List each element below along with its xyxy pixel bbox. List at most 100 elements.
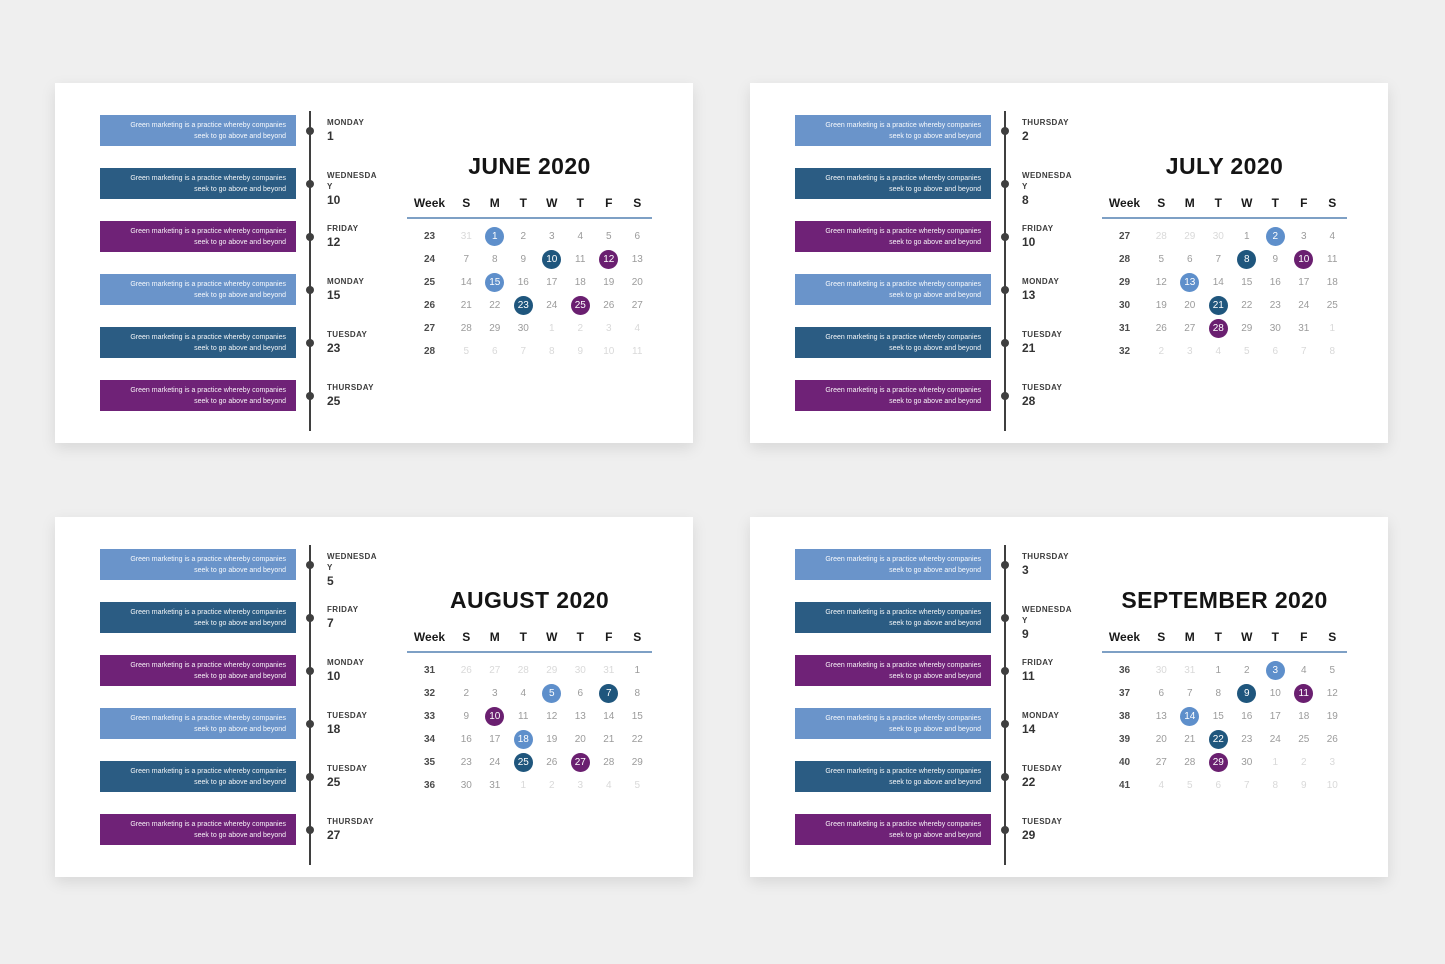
event-text-line1: Green marketing is a practice whereby co…	[825, 820, 981, 828]
event-text-line2: seek to go above and beyond	[194, 344, 286, 352]
highlighted-date: 11	[1294, 684, 1314, 703]
date-cell: 6	[1158, 688, 1165, 699]
event-text-line1: Green marketing is a practice whereby co…	[130, 333, 286, 341]
timeline-dot	[306, 392, 314, 400]
event-text-line1: Green marketing is a practice whereby co…	[825, 661, 981, 669]
highlighted-date: 9	[1237, 684, 1257, 703]
timeline-dot	[306, 720, 314, 728]
date-cell: 5	[634, 780, 641, 791]
event-box: Green marketing is a practice whereby co…	[100, 168, 296, 199]
event-day-number: 12	[327, 235, 341, 249]
timeline-dot	[306, 667, 314, 675]
date-cell: 6	[1186, 254, 1193, 265]
event-day-number: 25	[327, 394, 341, 408]
calendar-week-row: 31 26 27 28 29 30 31 1	[407, 659, 652, 682]
event-date-label: WEDNESDAY 5	[327, 551, 377, 588]
event-day-name: MONDAY	[327, 118, 365, 127]
date-cell: 31	[1298, 323, 1310, 334]
week-number: 32	[1118, 346, 1131, 357]
month-slide[interactable]: JULY 2020 Week S M T W T F S 27 28 29 30 1 2 3 4 28 5 6 7 8…	[750, 83, 1388, 443]
event-box: Green marketing is a practice whereby co…	[100, 761, 296, 792]
month-slide[interactable]: AUGUST 2020 Week S M T W T F S 31 26 27 28 29 30 31 1 3…	[55, 517, 693, 877]
event-date-label: TUESDAY 22	[1022, 763, 1072, 789]
date-cell: 25	[1326, 300, 1338, 311]
event-date-label: THURSDAY 25	[327, 382, 377, 408]
week-number: 31	[423, 665, 436, 676]
week-number: 28	[423, 346, 436, 357]
date-cell: 4	[1158, 780, 1165, 791]
date-cell: 18	[1326, 277, 1338, 288]
highlighted-date: 8	[1237, 250, 1257, 269]
date-cell: 10	[603, 346, 615, 357]
calendar-week-row: 36 30 31 1 2 3 4 5	[407, 774, 652, 797]
event-day-number: 18	[327, 722, 341, 736]
calendar-week-row: 31 26 27 28 29 30 31 1	[1102, 317, 1347, 340]
highlighted-date: 28	[1208, 319, 1228, 338]
event-text-line2: seek to go above and beyond	[889, 725, 981, 733]
date-cell: 15	[1212, 711, 1224, 722]
event-text-line2: seek to go above and beyond	[194, 238, 286, 246]
event-day-name: WEDNESDAY	[327, 171, 377, 191]
date-cell: 3	[577, 780, 584, 791]
event-text-line2: seek to go above and beyond	[889, 397, 981, 405]
date-cell: 5	[605, 231, 612, 242]
date-cell: 18	[1298, 711, 1310, 722]
event-text-line1: Green marketing is a practice whereby co…	[130, 121, 286, 129]
event-day-number: 9	[1022, 627, 1029, 641]
event-day-number: 11	[1022, 669, 1035, 683]
weekday-header: T	[1214, 630, 1222, 644]
event-text-line2: seek to go above and beyond	[194, 778, 286, 786]
timeline-dot	[1001, 339, 1009, 347]
event-day-name: FRIDAY	[1022, 224, 1054, 233]
event-text-line2: seek to go above and beyond	[194, 566, 286, 574]
date-cell: 3	[548, 231, 555, 242]
event-day-name: TUESDAY	[1022, 330, 1063, 339]
month-slide[interactable]: JUNE 2020 Week S M T W T F S 23 31 1 2 3 4 5 6 24 7 8 9 10 1…	[55, 83, 693, 443]
date-cell: 4	[634, 323, 641, 334]
date-cell: 24	[1298, 300, 1310, 311]
date-cell: 23	[1241, 734, 1253, 745]
week-number: 37	[1118, 688, 1131, 699]
event-day-name: MONDAY	[327, 658, 365, 667]
date-cell: 30	[1155, 665, 1167, 676]
calendar-week-row: 40 27 28 29 30 1 2 3	[1102, 751, 1347, 774]
week-column-header: Week	[413, 630, 446, 644]
date-cell: 3	[491, 688, 498, 699]
date-cell: 25	[1298, 734, 1310, 745]
date-cell: 24	[1269, 734, 1281, 745]
calendar-week-row: 26 21 22 23 24 25 26 27	[407, 294, 652, 317]
date-cell: 1	[1329, 323, 1336, 334]
event-text-line1: Green marketing is a practice whereby co…	[130, 227, 286, 235]
event-day-number: 2	[1022, 129, 1029, 143]
event-text-line1: Green marketing is a practice whereby co…	[825, 555, 981, 563]
timeline-dot	[1001, 127, 1009, 135]
weekday-header: S	[1157, 196, 1166, 210]
week-number: 38	[1118, 711, 1131, 722]
date-cell: 2	[463, 688, 470, 699]
date-cell: 18	[574, 277, 586, 288]
date-cell: 2	[1261, 225, 1290, 248]
month-title: SEPTEMBER 2020	[1121, 587, 1328, 613]
event-date-label: THURSDAY 27	[327, 816, 377, 842]
event-day-name: THURSDAY	[1022, 118, 1069, 127]
date-cell: 11	[1327, 254, 1338, 265]
date-cell: 11	[632, 346, 643, 357]
date-cell: 22	[1241, 300, 1253, 311]
date-cell: 27	[1184, 323, 1196, 334]
event-text-line1: Green marketing is a practice whereby co…	[130, 767, 286, 775]
weekday-header: S	[1157, 630, 1166, 644]
month-slide[interactable]: SEPTEMBER 2020 Week S M T W T F S 36 30 31 1 2 3 4 5 37…	[750, 517, 1388, 877]
date-cell: 29	[631, 757, 643, 768]
date-cell: 9	[1300, 780, 1307, 791]
timeline-line	[1004, 545, 1006, 865]
date-cell: 5	[1329, 665, 1336, 676]
week-number: 36	[1118, 665, 1131, 676]
event-box: Green marketing is a practice whereby co…	[795, 221, 991, 252]
calendar-week-row: 39 20 21 22 23 24 25 26	[1102, 728, 1347, 751]
event-text-line2: seek to go above and beyond	[194, 291, 286, 299]
date-cell: 29	[1241, 323, 1253, 334]
date-cell: 30	[1269, 323, 1281, 334]
event-box: Green marketing is a practice whereby co…	[795, 708, 991, 739]
event-text-line2: seek to go above and beyond	[889, 185, 981, 193]
date-cell: 3	[605, 323, 612, 334]
